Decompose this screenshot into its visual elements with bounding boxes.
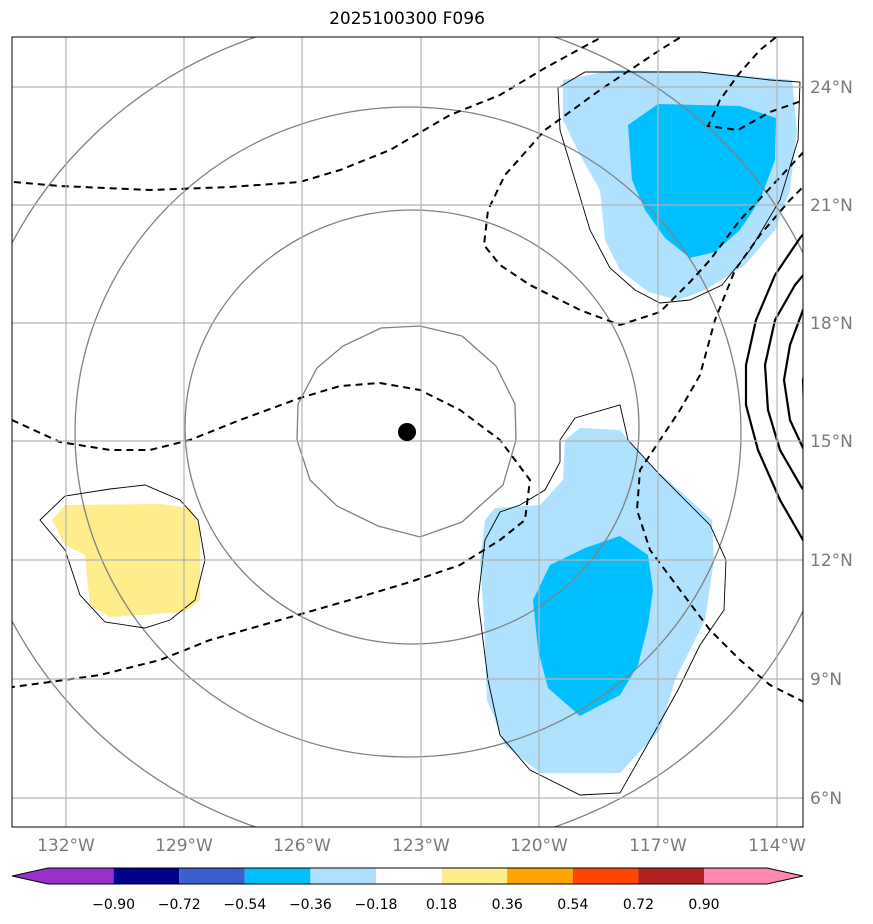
map-area [12,37,803,827]
map-title: 2025100300 F096 [329,9,485,29]
colorbar-extend-high [767,868,803,884]
colorbar-segment [441,868,508,884]
lat-tick-label: 15°N [810,432,853,452]
lon-tick-label: 132°W [37,836,95,856]
lon-axis: 132°W 129°W 126°W 123°W 120°W 117°W 114°… [37,836,806,856]
colorbar-segment [48,868,114,884]
colorbar-outline [11,867,804,885]
colorbar-tick-label: 0.90 [688,897,719,913]
colorbar-extend-low [12,868,48,884]
storm-center-marker [398,423,416,441]
lat-tick-label: 9°N [810,670,842,690]
dashed-contour-4 [635,185,803,703]
dashed-contour-1 [12,37,605,192]
lon-tick-label: 117°W [629,836,687,856]
map-frame [11,36,804,828]
gray-contour-ring-2 [184,209,640,645]
lon-tick-label: 114°W [748,836,806,856]
colorbar-tick-label: 0.18 [426,897,457,913]
gray-contour-ring-1 [296,325,517,538]
colorbar-segment [113,868,180,884]
colorbar-segment [310,868,376,884]
lat-tick-label: 21°N [810,196,853,216]
gray-contour-ring-3 [74,106,742,758]
colorbar-segment [638,868,704,884]
shading-lower-center [480,428,714,773]
colorbar-segment [572,868,639,884]
lat-tick-label: 12°N [810,551,853,571]
lat-tick-label: 6°N [810,789,842,809]
colorbar-tick-label: −0.54 [223,897,266,913]
colorbar-segment [704,868,767,884]
colorbar-tick-label: −0.36 [289,897,332,913]
colorbar-segment [376,868,442,884]
colorbar-tick-label: 0.36 [492,897,523,913]
dashed-contour-2 [12,381,532,689]
gray-contours [12,37,803,827]
lon-tick-label: 126°W [273,836,331,856]
lon-tick-label: 123°W [392,836,450,856]
colorbar-segment [179,868,245,884]
colorbar [11,867,804,885]
colorbar-labels: −0.90 −0.72 −0.54 −0.36 −0.18 0.18 0.36 … [92,897,719,913]
dashed-contour-5 [706,37,803,132]
colorbar-tick-label: −0.90 [92,897,135,913]
colorbar-tick-label: −0.18 [355,897,398,913]
dashed-contours [12,37,803,703]
colorbar-tick-label: 0.54 [557,897,588,913]
thin-contours [39,71,801,796]
graticule [12,37,803,827]
shading-upper-right [563,70,797,300]
lat-tick-label: 24°N [810,78,853,98]
colorbar-tick-label: 0.72 [623,897,654,913]
lon-tick-label: 129°W [155,836,213,856]
solid-contours [744,232,803,542]
dashed-contour-3 [482,37,803,327]
lat-tick-label: 18°N [810,314,853,334]
colorbar-segment [244,868,311,884]
colorbar-tick-label: −0.72 [158,897,201,913]
lat-axis: 24°N 21°N 18°N 15°N 12°N 9°N 6°N [810,78,853,809]
lon-tick-label: 120°W [510,836,568,856]
colorbar-segment [507,868,573,884]
